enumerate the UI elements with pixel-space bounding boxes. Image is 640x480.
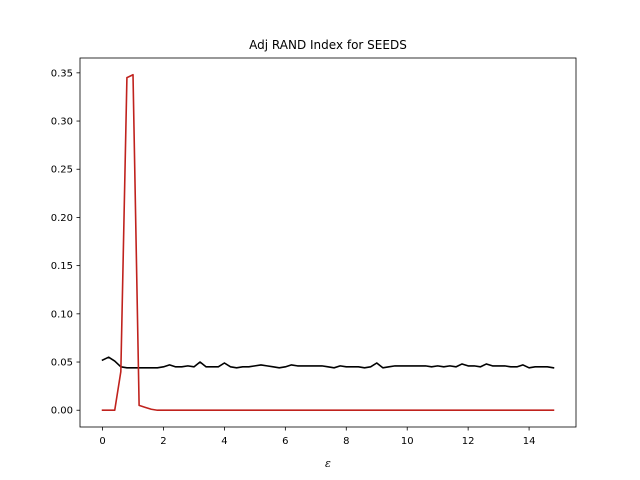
y-tick-label: 0.30 [51, 117, 73, 128]
series-layer [101, 73, 555, 412]
x-tick-label: 4 [221, 436, 227, 447]
x-tick-label: 6 [282, 436, 288, 447]
series-line-2 [101, 73, 555, 412]
x-tick-label: 10 [401, 436, 414, 447]
y-tick-label: 0.35 [51, 68, 73, 79]
y-tick-label: 0.05 [51, 358, 73, 369]
x-tick-label: 12 [462, 436, 475, 447]
x-tick-label: 8 [343, 436, 349, 447]
series-line-1 [101, 356, 555, 369]
y-axis: 0.00 0.05 0.10 0.15 0.20 0.25 0.30 0.35 [51, 68, 80, 417]
plot-frame [79, 57, 577, 428]
y-tick-label: 0.00 [51, 406, 73, 417]
x-tick-label: 2 [160, 436, 166, 447]
y-tick-label: 0.25 [51, 165, 73, 176]
y-tick-label: 0.10 [51, 309, 73, 320]
x-axis: 0 2 4 6 8 10 12 14 [99, 427, 535, 447]
y-tick-label: 0.15 [51, 261, 73, 272]
x-tick-label: 14 [523, 436, 536, 447]
x-tick-label: 0 [99, 436, 105, 447]
chart-title: Adj RAND Index for SEEDS [249, 38, 407, 52]
y-tick-label: 0.20 [51, 213, 73, 224]
x-axis-label: ε [325, 457, 331, 470]
